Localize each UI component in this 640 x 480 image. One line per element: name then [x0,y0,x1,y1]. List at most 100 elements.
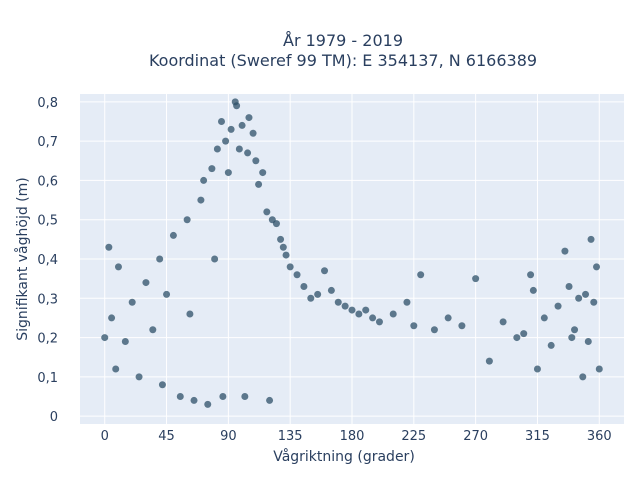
data-point [255,180,263,188]
data-point [540,314,548,322]
x-tick-label: 315 [525,429,550,444]
y-tick-label: 0,6 [37,174,58,189]
data-point [266,396,274,404]
data-point [554,302,562,310]
data-point [114,263,122,271]
data-point [561,247,569,255]
data-point [529,286,537,294]
data-point [327,286,335,294]
data-point [249,129,257,137]
data-point [593,263,601,271]
data-point [211,255,219,263]
data-point [410,322,418,330]
data-point [293,271,301,279]
data-point [341,302,349,310]
data-point [485,357,493,365]
data-point [300,283,308,290]
data-point [244,149,252,157]
data-point [362,306,370,314]
data-point [595,365,603,373]
data-point [389,310,397,318]
chart-title-line2: Koordinat (Sweref 99 TM): E 354137, N 61… [149,51,537,70]
x-tick-label: 180 [340,429,365,444]
x-tick-label: 0 [101,429,109,444]
data-point [286,263,294,271]
data-point [321,267,329,275]
data-point [279,243,287,251]
data-point [417,271,425,279]
data-point [575,294,583,302]
data-point [204,400,212,408]
x-tick-label: 270 [463,429,488,444]
data-point [520,330,528,338]
x-tick-label: 90 [220,429,237,444]
x-tick-labels: 0 45 90 135 180 225 270 315 360 [101,429,612,444]
data-point [259,169,267,177]
y-tick-label: 0,8 [37,96,58,111]
data-point [213,145,221,153]
data-point [252,157,260,165]
data-point [579,373,587,381]
x-tick-label: 225 [401,429,426,444]
data-point [200,176,208,184]
y-axis-label: Signifikant våghöjd (m) [14,177,31,340]
data-point [156,255,164,263]
data-point [197,196,205,204]
data-point [235,145,243,153]
x-tick-label: 360 [587,429,612,444]
data-point [403,298,411,306]
data-point [375,318,383,326]
y-tick-label: 0,4 [37,253,58,268]
data-point [105,243,113,251]
data-point [513,334,521,342]
data-point [142,279,150,287]
data-point [186,310,194,318]
data-point [108,314,116,322]
data-point [568,334,576,342]
chart-title-line1: År 1979 - 2019 [283,31,403,50]
data-point [571,326,579,334]
data-point [245,114,253,122]
data-point [217,118,225,125]
data-point [149,326,157,334]
data-point [158,381,166,389]
data-point [222,137,230,145]
data-point [565,283,573,290]
x-tick-label: 45 [158,429,175,444]
data-point [169,231,177,239]
data-point [190,396,198,404]
data-point [314,290,322,298]
data-point [272,220,280,228]
data-point [112,365,120,373]
data-point [233,102,241,110]
data-point [227,125,235,133]
data-point [263,208,271,216]
y-tick-labels: 0 0,1 0,2 0,3 0,4 0,5 0,6 0,7 0,8 [37,96,58,425]
data-point [348,306,356,314]
data-point [590,298,598,306]
data-point [472,275,480,283]
x-tick-label: 135 [278,429,303,444]
y-tick-label: 0 [50,410,58,425]
data-point [547,341,555,349]
y-tick-label: 0,5 [37,214,58,229]
data-point [277,235,285,243]
y-tick-label: 0,1 [37,371,58,386]
data-point [238,121,246,129]
data-point [307,294,315,302]
data-point [135,373,143,381]
y-tick-label: 0,3 [37,292,58,307]
data-point [584,338,592,345]
data-point [128,298,136,306]
y-tick-label: 0,2 [37,332,58,347]
data-point [121,338,129,345]
data-point [282,251,290,259]
data-point [224,169,232,177]
data-point [369,314,377,322]
data-points [101,98,603,408]
y-tick-label: 0,7 [37,135,58,150]
data-point [499,318,507,326]
data-point [176,393,184,400]
x-axis-label: Vågriktning (grader) [273,448,415,465]
